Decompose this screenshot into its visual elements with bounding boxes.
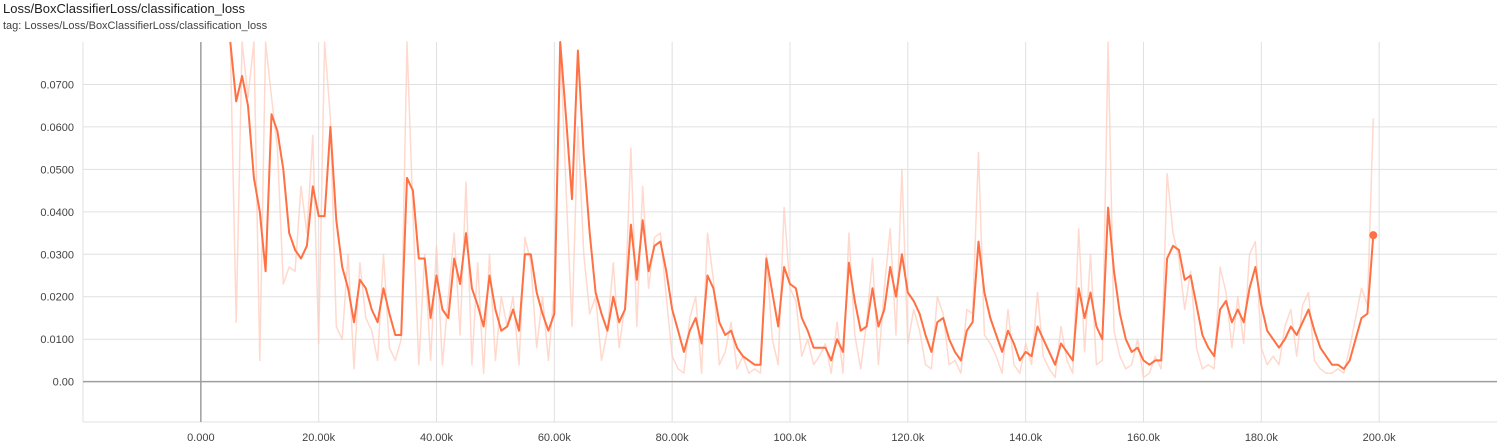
tick-label-layer: 0.000 20.00k 40.00k 60.00k 80.00k 100.0k 120.0… — [40, 79, 1396, 444]
y-tick-label: 0.00 — [53, 377, 74, 389]
x-tick-label: 200.0k — [1363, 432, 1397, 444]
y-tick-label: 0.0600 — [40, 122, 74, 134]
x-tick-label: 160.0k — [1127, 432, 1161, 444]
smoothed-series-layer — [229, 41, 1378, 370]
x-tick-label: 80.00k — [656, 432, 690, 444]
y-tick-label: 0.0100 — [40, 334, 74, 346]
raw-series-layer — [229, 41, 1375, 379]
x-tick-label: 0.000 — [187, 432, 215, 444]
axis-layer — [82, 42, 1497, 423]
y-tick-label: 0.0500 — [40, 164, 74, 176]
x-tick-label: 60.00k — [538, 432, 572, 444]
y-tick-label: 0.0400 — [40, 207, 74, 219]
y-tick-label: 0.0700 — [40, 79, 74, 91]
x-tick-label: 100.0k — [773, 432, 807, 444]
last-point-marker — [1369, 231, 1378, 240]
x-tick-label: 40.00k — [420, 432, 454, 444]
smoothed-series-line — [229, 41, 1375, 370]
chart-tag: tag: Losses/Loss/BoxClassifierLoss/class… — [3, 20, 268, 32]
raw-series-line — [229, 41, 1375, 379]
y-tick-label: 0.0200 — [40, 292, 74, 304]
x-tick-label: 140.0k — [1009, 432, 1043, 444]
x-tick-label: 120.0k — [891, 432, 925, 444]
x-tick-label: 20.00k — [302, 432, 336, 444]
grid-layer — [83, 42, 1497, 422]
chart-title: Loss/BoxClassifierLoss/classification_lo… — [3, 1, 246, 16]
y-tick-label: 0.0300 — [40, 249, 74, 261]
x-tick-label: 180.0k — [1245, 432, 1279, 444]
